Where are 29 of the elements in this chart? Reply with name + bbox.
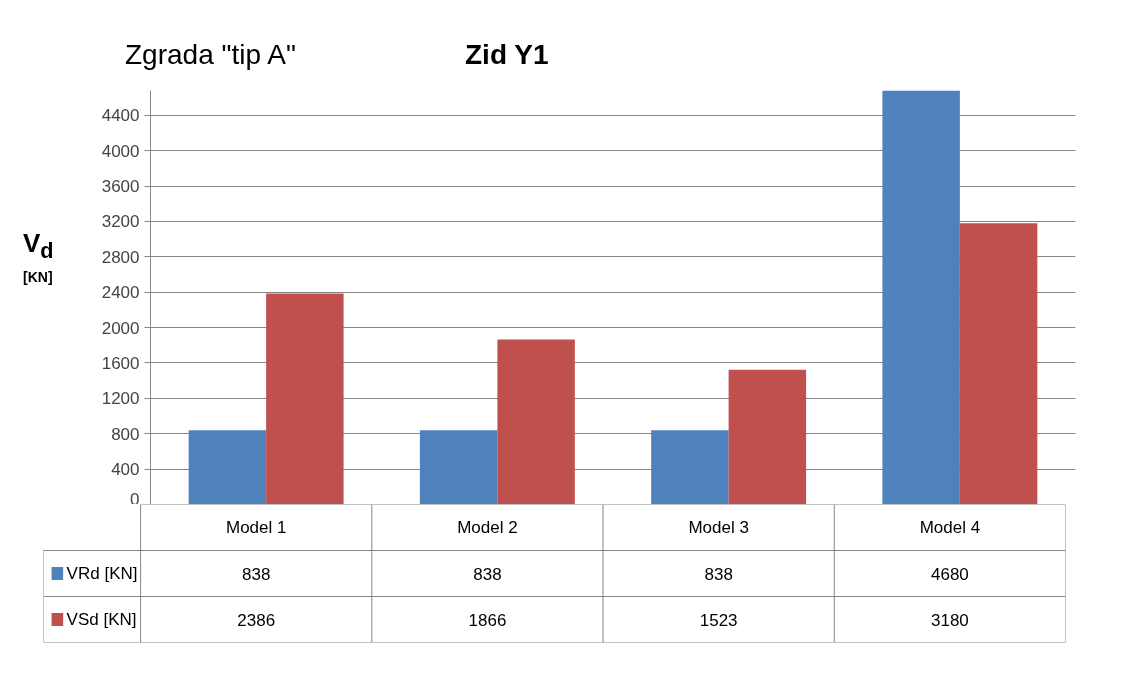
data-label: 4680 bbox=[930, 564, 969, 584]
data-label: 2386 bbox=[237, 610, 276, 630]
data-label: 838 bbox=[242, 564, 271, 584]
y-tick-label: 1600 bbox=[101, 353, 140, 373]
legend-label: VSd [KN] bbox=[66, 610, 137, 629]
x-tick-label: Model 3 bbox=[688, 518, 749, 537]
x-tick-label: Model 2 bbox=[457, 518, 518, 537]
data-label: 3180 bbox=[930, 610, 969, 630]
y-tick-label: 3600 bbox=[101, 177, 140, 197]
y-tick-label: 2800 bbox=[101, 247, 140, 267]
legend-label: VRd [KN] bbox=[66, 564, 138, 583]
y-tick-label: 4000 bbox=[101, 141, 140, 161]
chart-subtitle: Zid Y1 bbox=[465, 38, 549, 72]
y-tick-label: 800 bbox=[111, 424, 140, 444]
data-label: 1866 bbox=[468, 610, 507, 630]
y-tick-label: 0 bbox=[130, 489, 140, 509]
y-tick-label: 1200 bbox=[101, 389, 140, 409]
data-label: 1523 bbox=[699, 610, 738, 630]
data-label: 838 bbox=[473, 564, 502, 584]
data-label: 838 bbox=[704, 564, 733, 584]
y-tick-label: 4400 bbox=[101, 106, 140, 126]
y-axis-title: V$_{d}$ [KN] bbox=[23, 228, 54, 286]
chart-title: Zgrada "tip A" bbox=[125, 38, 296, 72]
y-tick-label: 2000 bbox=[101, 318, 140, 338]
x-tick-label: Model 4 bbox=[919, 518, 981, 537]
x-tick-label: Model 1 bbox=[225, 518, 287, 537]
y-tick-label: 400 bbox=[111, 460, 140, 480]
y-tick-label: 3200 bbox=[101, 212, 140, 232]
y-tick-label: 2400 bbox=[101, 283, 140, 303]
